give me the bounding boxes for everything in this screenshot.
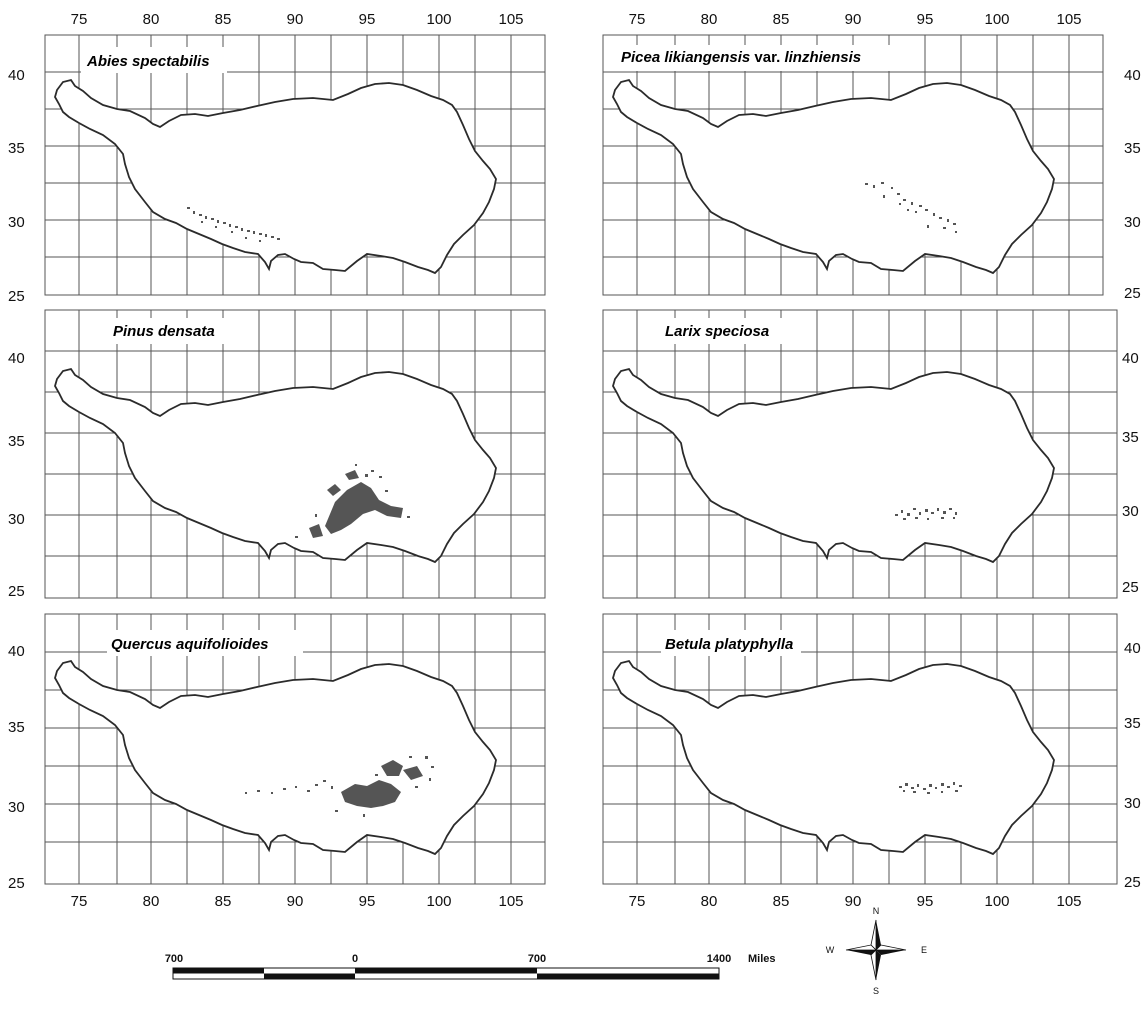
scale-label: 0 xyxy=(352,953,358,965)
lon-label: 75 xyxy=(71,11,88,28)
species-name-part: Picea likiangensis xyxy=(621,49,750,66)
lon-label: 100 xyxy=(984,893,1009,910)
lat-label: 40 xyxy=(8,67,25,84)
lon-label: 90 xyxy=(287,893,304,910)
lat-label: 40 xyxy=(1122,350,1139,367)
lon-label: 100 xyxy=(984,11,1009,28)
lon-label: 80 xyxy=(143,11,160,28)
lat-label: 30 xyxy=(8,799,25,816)
species-name-3: Pinus densata xyxy=(113,323,215,340)
lat-label: 35 xyxy=(1124,715,1141,732)
lon-label: 105 xyxy=(1056,11,1081,28)
species-distribution xyxy=(187,207,280,242)
lon-label: 100 xyxy=(426,11,451,28)
lon-label: 80 xyxy=(701,893,718,910)
lon-label: 95 xyxy=(917,11,934,28)
lat-label: 40 xyxy=(1124,67,1141,84)
species-name-5: Quercus aquifolioides xyxy=(111,636,269,653)
scale-label: 700 xyxy=(528,953,546,965)
lat-label: 35 xyxy=(8,719,25,736)
lat-label: 30 xyxy=(1122,503,1139,520)
lat-label: 35 xyxy=(8,433,25,450)
lon-label: 95 xyxy=(359,893,376,910)
lon-label: 100 xyxy=(426,893,451,910)
species-name-part: Quercus aquifolioides xyxy=(111,636,269,653)
lon-label: 85 xyxy=(215,11,232,28)
scale-unit: Miles xyxy=(748,953,776,965)
species-name-part: linzhiensis xyxy=(784,49,861,66)
compass-west: W xyxy=(826,945,835,955)
lon-label: 90 xyxy=(845,893,862,910)
species-name-6: Betula platyphylla xyxy=(665,636,793,653)
lon-label: 105 xyxy=(498,11,523,28)
lat-label: 25 xyxy=(1124,874,1141,891)
top-longitude-labels: 75 80 85 90 95 100 105 75 80 85 90 95 10… xyxy=(71,11,1082,28)
map-panel-1: Abies spectabilis xyxy=(44,34,546,296)
species-name-1: Abies spectabilis xyxy=(86,53,210,70)
map-panel-4: Larix speciosa xyxy=(602,309,1118,599)
scale-label: 700 xyxy=(165,953,183,965)
species-distribution xyxy=(899,782,962,794)
lat-label: 40 xyxy=(8,350,25,367)
compass-south: S xyxy=(873,986,879,996)
lat-label: 25 xyxy=(8,875,25,892)
lat-label: 25 xyxy=(8,583,25,600)
species-name-2: Picea likiangensis var. linzhiensis xyxy=(621,49,861,66)
lat-label: 30 xyxy=(8,214,25,231)
compass-rose-icon: N S E W xyxy=(826,906,927,996)
bottom-longitude-labels: 75 80 85 90 95 100 105 75 80 85 90 95 10… xyxy=(71,893,1082,910)
lat-label: 25 xyxy=(1122,579,1139,596)
map-panel-2: Picea likiangensis var. linzhiensis xyxy=(602,34,1104,296)
lat-label: 40 xyxy=(1124,640,1141,657)
species-distribution xyxy=(245,756,434,817)
lon-label: 90 xyxy=(845,11,862,28)
compass-east: E xyxy=(921,945,927,955)
species-name-4: Larix speciosa xyxy=(665,323,769,340)
scale-bar: 700 0 700 1400 Miles xyxy=(165,953,776,980)
lon-label: 75 xyxy=(629,11,646,28)
species-distribution xyxy=(895,508,957,520)
species-name-part: Betula platyphylla xyxy=(665,636,793,653)
lon-label: 105 xyxy=(1056,893,1081,910)
lon-label: 80 xyxy=(143,893,160,910)
lon-label: 95 xyxy=(917,893,934,910)
lat-label: 35 xyxy=(1122,429,1139,446)
map-panel-5: Quercus aquifolioides xyxy=(44,613,546,885)
species-name-part: var. xyxy=(750,49,784,66)
species-distribution xyxy=(865,182,957,233)
lon-label: 85 xyxy=(773,11,790,28)
lon-label: 85 xyxy=(773,893,790,910)
map-panel-6: Betula platyphylla xyxy=(602,613,1118,885)
species-distribution xyxy=(295,464,410,538)
lon-label: 85 xyxy=(215,893,232,910)
lat-label: 30 xyxy=(1124,214,1141,231)
lon-label: 80 xyxy=(701,11,718,28)
lat-label: 40 xyxy=(8,643,25,660)
compass-north: N xyxy=(873,906,880,916)
lat-label: 25 xyxy=(1124,285,1141,302)
lat-label: 35 xyxy=(8,140,25,157)
lon-label: 95 xyxy=(359,11,376,28)
scale-label: 1400 xyxy=(707,953,731,965)
species-name-part: Pinus densata xyxy=(113,323,215,340)
species-name-part: Abies spectabilis xyxy=(86,53,210,70)
lat-label: 30 xyxy=(8,511,25,528)
lon-label: 75 xyxy=(71,893,88,910)
left-latitude-labels: 40 35 30 25 40 35 30 25 40 35 30 25 xyxy=(8,67,25,892)
map-panel-3: Pinus densata xyxy=(44,309,546,599)
lon-label: 75 xyxy=(629,893,646,910)
right-latitude-labels: 40 35 30 25 40 35 30 25 40 35 30 25 xyxy=(1122,67,1141,891)
species-name-part: Larix speciosa xyxy=(665,323,769,340)
lat-label: 35 xyxy=(1124,140,1141,157)
lon-label: 90 xyxy=(287,11,304,28)
lat-label: 25 xyxy=(8,288,25,305)
lat-label: 30 xyxy=(1124,795,1141,812)
lon-label: 105 xyxy=(498,893,523,910)
